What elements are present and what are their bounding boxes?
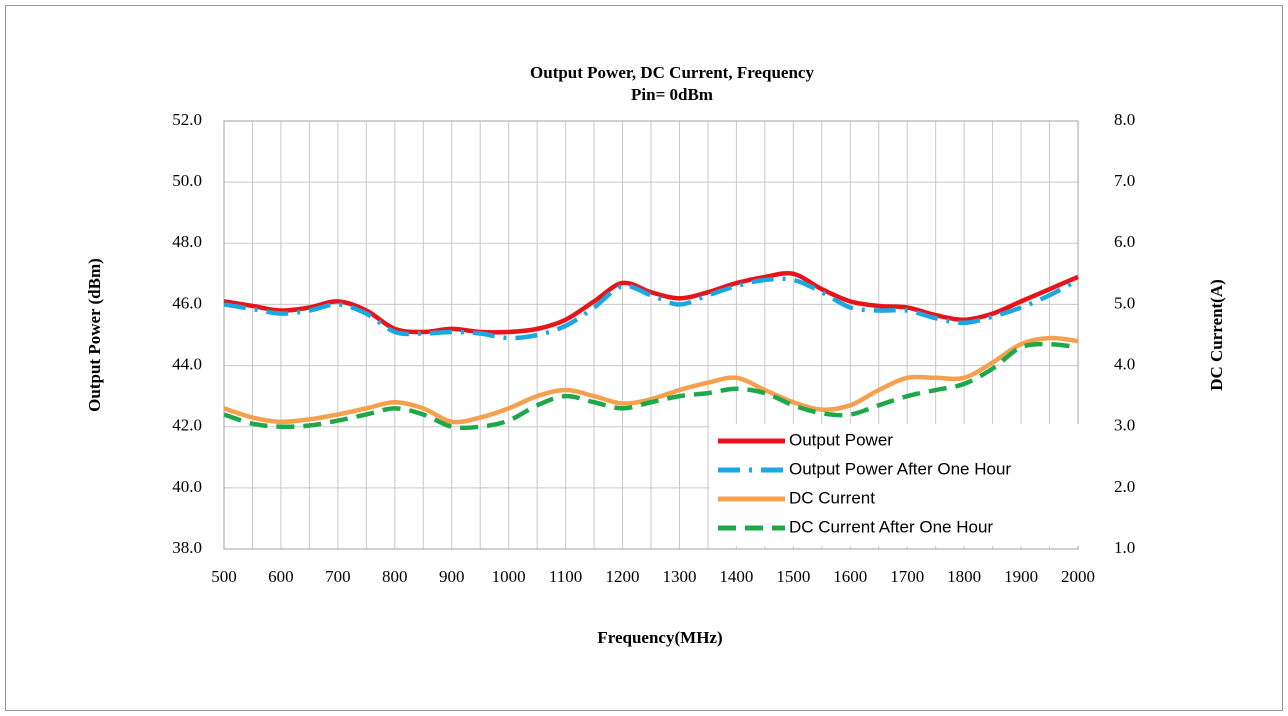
x-tick-label: 800 xyxy=(382,567,408,586)
legend-label: DC Current xyxy=(789,488,875,507)
x-axis-label: Frequency(MHz) xyxy=(597,628,722,647)
series-line xyxy=(223,276,1080,341)
y2-tick-label: 5.0 xyxy=(1114,293,1135,312)
series-line xyxy=(223,341,1079,431)
y-tick-label: 40.0 xyxy=(172,477,202,496)
x-tick-label: 1000 xyxy=(492,567,526,586)
x-tick-label: 1300 xyxy=(662,567,696,586)
chart-title: Output Power, DC Current, Frequency xyxy=(530,63,814,82)
y-tick-label: 50.0 xyxy=(172,171,202,190)
y-tick-label: 38.0 xyxy=(172,538,202,557)
x-tick-label: 500 xyxy=(211,567,237,586)
chart-frame xyxy=(5,5,1283,711)
x-tick-label: 1500 xyxy=(776,567,810,586)
x-tick-label: 700 xyxy=(325,567,351,586)
legend-label: Output Power After One Hour xyxy=(789,459,1011,478)
y-axis-label: Output Power (dBm) xyxy=(85,258,104,412)
y-tick-label: 46.0 xyxy=(172,293,202,312)
y2-tick-label: 8.0 xyxy=(1114,110,1135,129)
y2-tick-label: 2.0 xyxy=(1114,477,1135,496)
y-tick-label: 44.0 xyxy=(172,354,202,373)
x-tick-label: 1600 xyxy=(833,567,867,586)
series-line xyxy=(223,271,1079,335)
legend-label: DC Current After One Hour xyxy=(789,517,993,536)
x-tick-label: 600 xyxy=(268,567,294,586)
x-tick-label: 2000 xyxy=(1061,567,1095,586)
x-tick-label: 1200 xyxy=(606,567,640,586)
x-tick-label: 1800 xyxy=(947,567,981,586)
y2-axis-label: DC Current(A) xyxy=(1207,279,1226,391)
y2-tick-label: 6.0 xyxy=(1114,232,1135,251)
y-tick-label: 48.0 xyxy=(172,232,202,251)
legend-label: Output Power xyxy=(789,430,893,449)
y2-tick-label: 3.0 xyxy=(1114,416,1135,435)
y2-tick-label: 7.0 xyxy=(1114,171,1135,190)
plot-border xyxy=(223,120,1079,550)
x-tick-label: 1400 xyxy=(719,567,753,586)
y2-tick-label: 1.0 xyxy=(1114,538,1135,557)
y-tick-label: 52.0 xyxy=(172,110,202,129)
chart-subtitle: Pin= 0dBm xyxy=(631,85,713,104)
y-tick-label: 42.0 xyxy=(172,416,202,435)
y2-tick-label: 4.0 xyxy=(1114,354,1135,373)
x-tick-label: 1900 xyxy=(1004,567,1038,586)
series-line xyxy=(223,335,1079,425)
legend: Output Power Output Power After One Hour D… xyxy=(710,424,1085,546)
x-tick-label: 900 xyxy=(439,567,465,586)
x-tick-label: 1100 xyxy=(549,567,582,586)
x-tick-label: 1700 xyxy=(890,567,924,586)
